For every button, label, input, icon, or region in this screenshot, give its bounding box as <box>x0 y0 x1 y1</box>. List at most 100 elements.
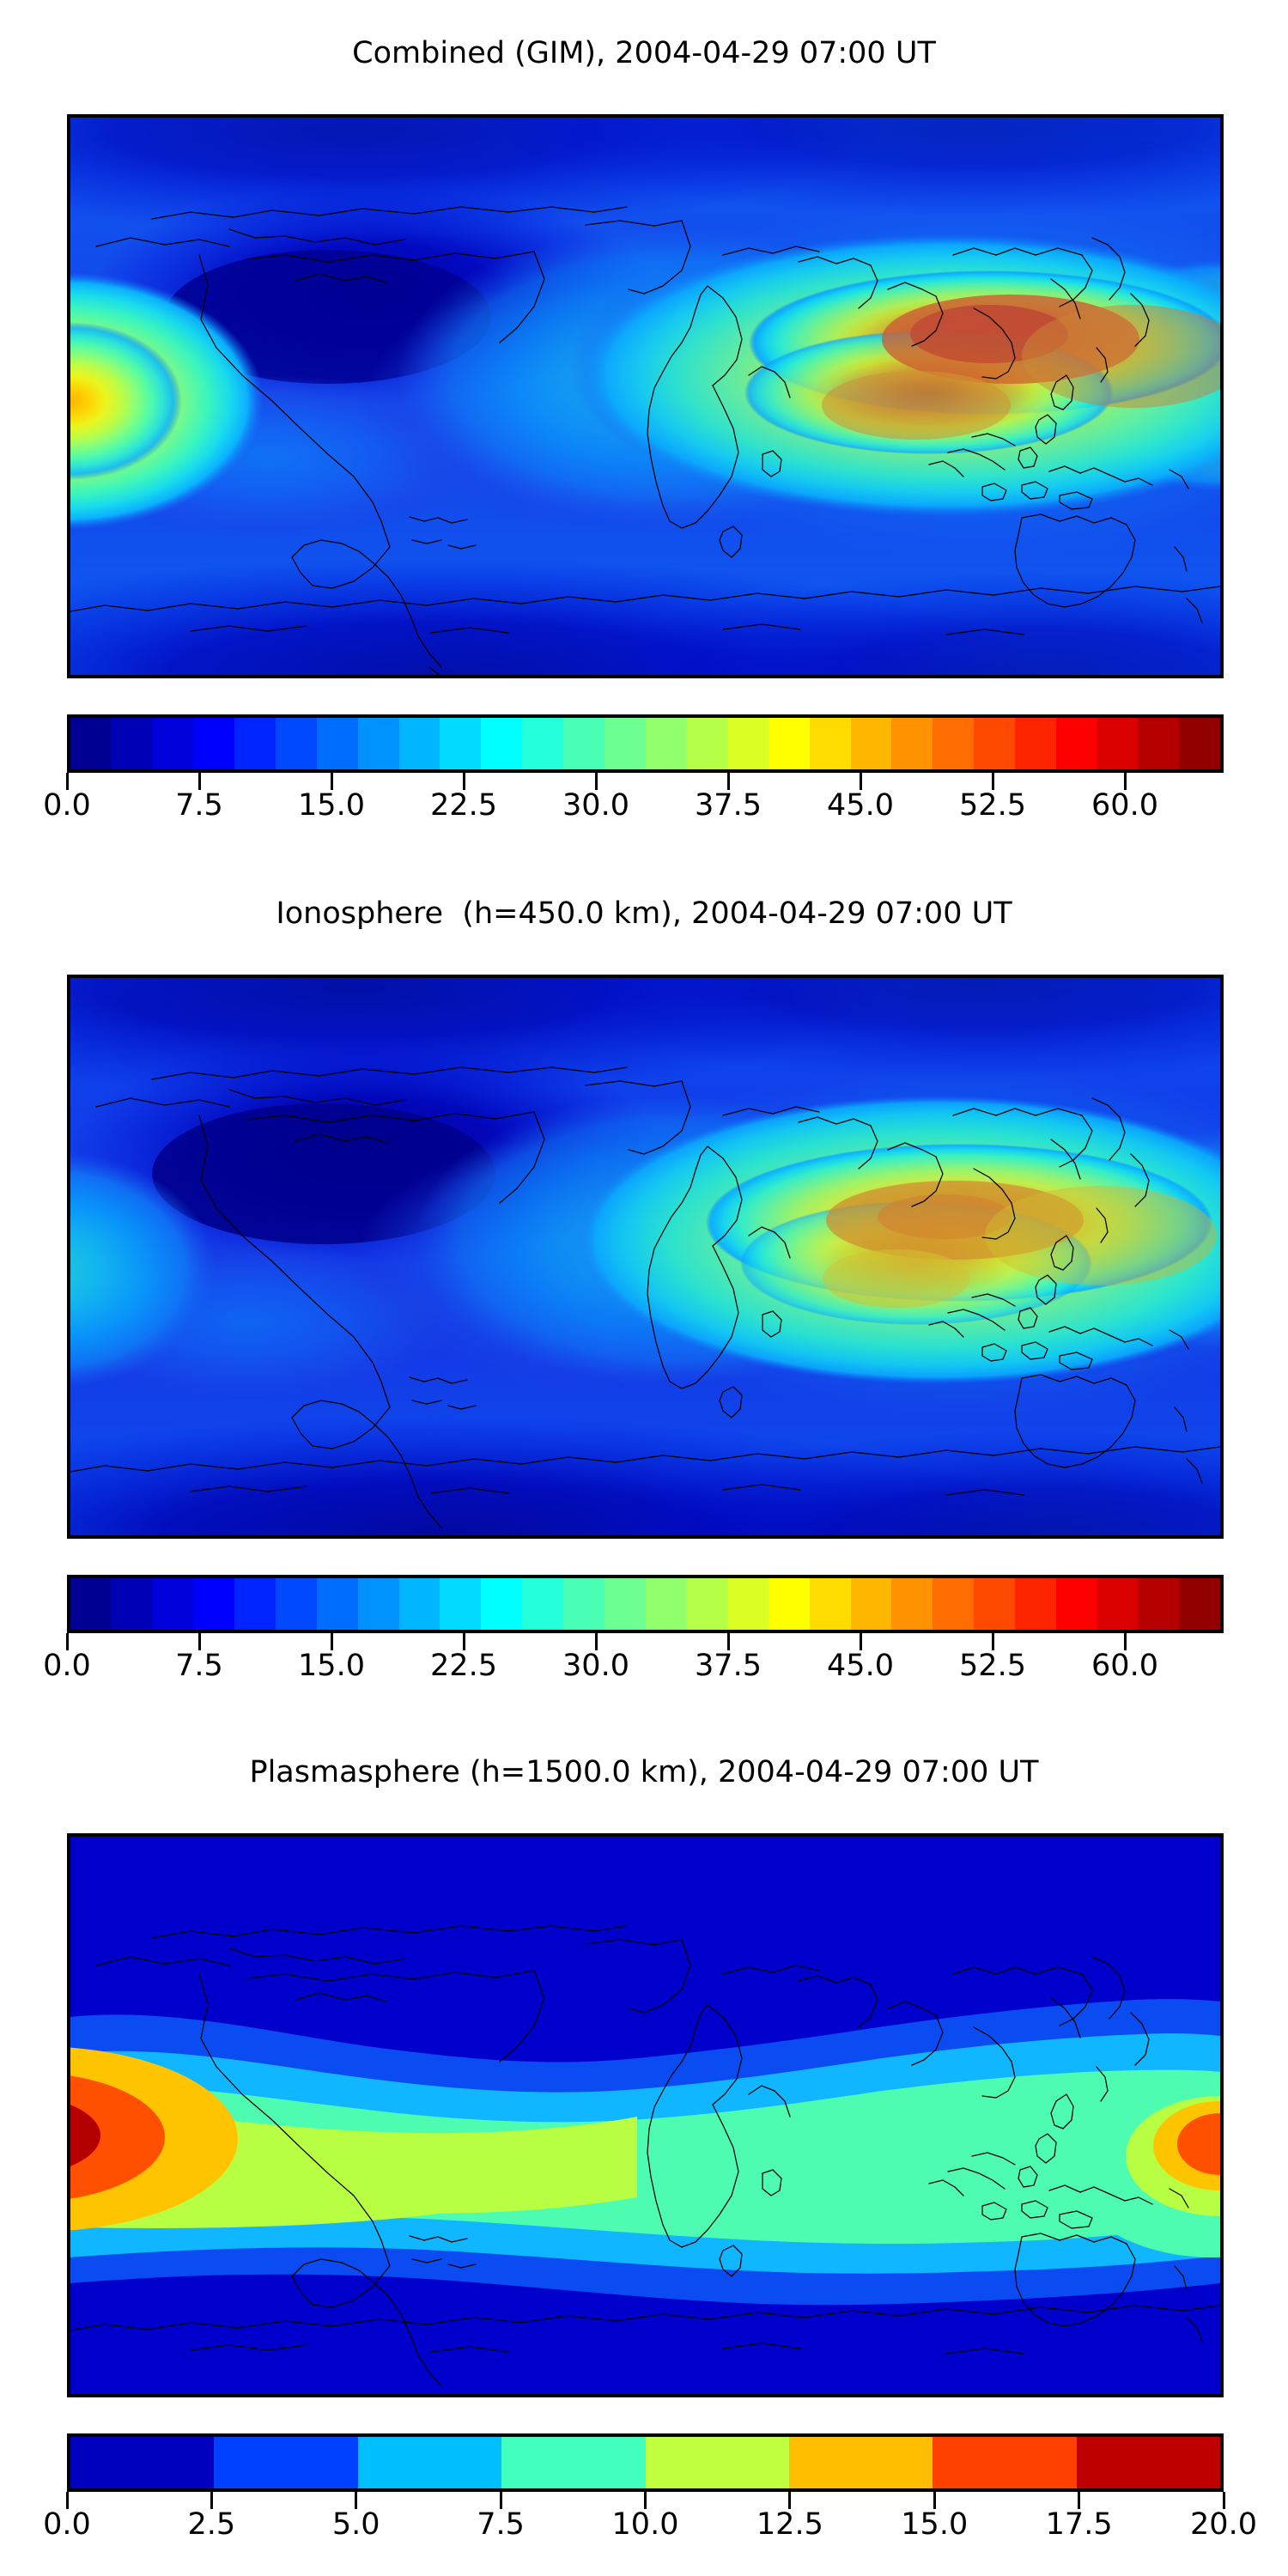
colorbar-segment <box>974 718 1016 769</box>
colorbar-segment <box>850 718 893 769</box>
colorbar-tick <box>1123 1633 1127 1650</box>
colorbar-segment <box>788 2437 934 2488</box>
colorbar-segment <box>70 718 112 769</box>
colorbar-tick <box>859 1633 862 1650</box>
colorbar-tick-label: 7.5 <box>477 2507 525 2542</box>
colorbar-tick-label: 20.0 <box>1190 2507 1257 2542</box>
colorbar-tick-label: 22.5 <box>430 788 497 823</box>
colorbar-segment <box>1179 718 1220 769</box>
colorbar-segment <box>501 2437 647 2488</box>
colorbar-segment <box>1138 718 1180 769</box>
colorbar-tick <box>462 1633 465 1650</box>
colorbar-segment <box>686 1578 728 1630</box>
colorbar-tick <box>991 1633 994 1650</box>
panel-title-plasmasphere: Plasmasphere (h=1500.0 km), 2004-04-29 0… <box>249 1755 1039 1789</box>
colorbar-segment <box>234 718 276 769</box>
colorbar-segment <box>604 718 647 769</box>
colorbar-segment <box>562 1578 605 1630</box>
colorbar-tick <box>355 2492 358 2509</box>
colorbar-tick-label: 52.5 <box>959 1649 1026 1683</box>
colorbar-segment <box>316 718 359 769</box>
colorbar-tick <box>499 2492 502 2509</box>
colorbar-tick-label: 60.0 <box>1091 1649 1158 1683</box>
colorbar-segment <box>152 1578 195 1630</box>
colorbar-segment <box>522 1578 564 1630</box>
colorbar-tick-label: 0.0 <box>43 1649 91 1683</box>
colorbar-segment <box>850 1578 893 1630</box>
panel-plasmasphere: Plasmasphere (h=1500.0 km), 2004-04-29 0… <box>0 1717 1288 2576</box>
colorbar-tick <box>991 773 994 790</box>
colorbar-segment <box>214 2437 359 2488</box>
colorbar-segment <box>809 718 852 769</box>
colorbar-segment <box>357 2437 502 2488</box>
colorbar-segment <box>357 718 400 769</box>
colorbar-tick-label: 7.5 <box>175 1649 223 1683</box>
colorbar-tick-label: 37.5 <box>695 1649 762 1683</box>
colorbar-segment <box>604 1578 647 1630</box>
colorbar-plasmasphere <box>67 2433 1224 2492</box>
colorbar-tick <box>859 773 862 790</box>
colorbar-segment <box>276 718 318 769</box>
colorbar-segment <box>645 2437 790 2488</box>
colorbar-tick-label: 15.0 <box>298 788 365 823</box>
colorbar-tick <box>197 1633 201 1650</box>
colorbar-ionosphere <box>67 1575 1224 1633</box>
colorbar-labels-ionosphere: 0.0 7.5 15.0 22.5 30.0 37.5 45.0 52.5 60.0 <box>43 1649 1224 1690</box>
colorbar-tick <box>788 2492 792 2509</box>
colorbar-segment <box>1097 1578 1139 1630</box>
colorbar-tick <box>1123 773 1127 790</box>
colorbar-segment <box>357 1578 400 1630</box>
colorbar-tick-label: 15.0 <box>901 2507 969 2542</box>
panel-title-ionosphere: Ionosphere (h=450.0 km), 2004-04-29 07:0… <box>276 896 1012 931</box>
colorbar-tick-label: 30.0 <box>562 1649 629 1683</box>
colorbar-segment <box>398 718 441 769</box>
colorbar-tick-label: 45.0 <box>827 1649 894 1683</box>
colorbar-tick <box>330 1633 333 1650</box>
colorbar-tick <box>594 1633 598 1650</box>
colorbar-tick-label: 52.5 <box>959 788 1026 823</box>
colorbar-segment <box>111 1578 154 1630</box>
colorbar-tick <box>726 1633 730 1650</box>
colorbar-segment <box>152 718 195 769</box>
colorbar-segment <box>440 1578 482 1630</box>
colorbar-segment <box>891 1578 934 1630</box>
colorbar-labels-plasmasphere: 0.0 2.5 5.0 7.5 10.0 12.5 15.0 17.5 20.0 <box>43 2507 1257 2549</box>
map-canvas-ionosphere <box>70 978 1220 1535</box>
panel-ionosphere: Ionosphere (h=450.0 km), 2004-04-29 07:0… <box>0 859 1288 1717</box>
colorbar-ticks-ionosphere <box>65 1633 1224 1650</box>
colorbar-segment <box>1138 1578 1180 1630</box>
map-ionosphere <box>67 975 1224 1539</box>
colorbar-tick <box>933 2492 936 2509</box>
colorbar-tick <box>644 2492 647 2509</box>
colorbar-wrap-plasmasphere: 0.0 2.5 5.0 7.5 10.0 12.5 15.0 17.5 20.0 <box>43 2433 1257 2554</box>
colorbar-tick <box>1222 2492 1225 2509</box>
colorbar-segment <box>891 718 934 769</box>
colorbar-segment <box>645 718 688 769</box>
coastlines-ionosphere <box>70 1066 1220 1528</box>
colorbar-segment <box>1014 1578 1057 1630</box>
coastlines-plasmasphere <box>70 1925 1220 2387</box>
colorbar-tick-label: 2.5 <box>187 2507 236 2542</box>
colorbar-segment <box>234 1578 276 1630</box>
colorbar-segment <box>481 1578 523 1630</box>
colorbar-tick-label: 37.5 <box>695 788 762 823</box>
colorbar-segment <box>111 718 154 769</box>
colorbar-tick-label: 5.0 <box>331 2507 380 2542</box>
colorbar-wrap-combined-gim: 0.0 7.5 15.0 22.5 30.0 37.5 45.0 52.5 60.0 <box>43 714 1224 835</box>
colorbar-tick <box>65 1633 69 1650</box>
colorbar-tick-label: 10.0 <box>611 2507 679 2542</box>
colorbar-segment <box>1076 2437 1220 2488</box>
colorbar-labels-combined-gim: 0.0 7.5 15.0 22.5 30.0 37.5 45.0 52.5 60.0 <box>43 788 1224 829</box>
colorbar-segment <box>398 1578 441 1630</box>
colorbar-segment <box>809 1578 852 1630</box>
colorbar-segment <box>768 718 811 769</box>
panel-combined-gim: Combined (GIM), 2004-04-29 07:00 UT <box>0 0 1288 859</box>
colorbar-segment <box>70 2437 216 2488</box>
colorbar-ticks-plasmasphere <box>65 2492 1225 2509</box>
colorbar-segment <box>1179 1578 1220 1630</box>
colorbar-segment <box>70 1578 112 1630</box>
colorbar-tick-label: 17.5 <box>1045 2507 1113 2542</box>
colorbar-tick <box>594 773 598 790</box>
colorbar-segment <box>440 718 482 769</box>
